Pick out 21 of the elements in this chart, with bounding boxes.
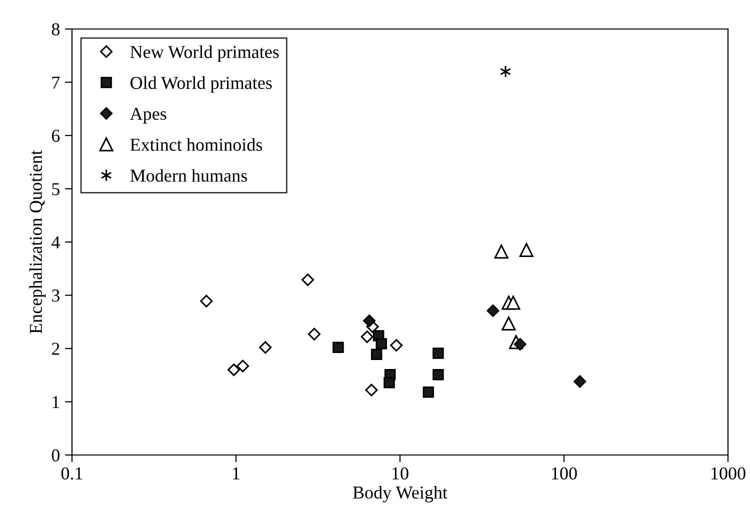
- x-tick-label: 0.1: [61, 467, 82, 480]
- legend-label: Extinct hominoids: [130, 138, 262, 151]
- y-tick-label: 7: [52, 76, 60, 89]
- x-axis-title: Body Weight: [353, 486, 448, 502]
- legend-label: New World primates: [130, 45, 279, 62]
- y-tick-label: 1: [52, 396, 60, 408]
- y-tick-label: 3: [52, 290, 60, 302]
- y-tick-label: 2: [52, 342, 60, 355]
- x-tick-label: 1: [233, 467, 240, 480]
- x-tick-label: 10: [392, 467, 408, 480]
- legend-label: Old World primates: [130, 76, 272, 93]
- x-tick-label: 100: [552, 467, 577, 480]
- legend-label: Apes: [130, 108, 166, 124]
- legend-label: Modern humans: [130, 169, 247, 182]
- y-tick-label: 6: [52, 130, 60, 142]
- y-axis-title: Encephalization Quotient: [29, 150, 46, 334]
- y-tick-label: 0: [52, 449, 60, 462]
- x-tick-label: 1000: [712, 467, 746, 480]
- y-tick-label: 4: [52, 236, 60, 248]
- y-tick-label: 5: [52, 183, 60, 196]
- y-tick-label: 8: [52, 23, 60, 36]
